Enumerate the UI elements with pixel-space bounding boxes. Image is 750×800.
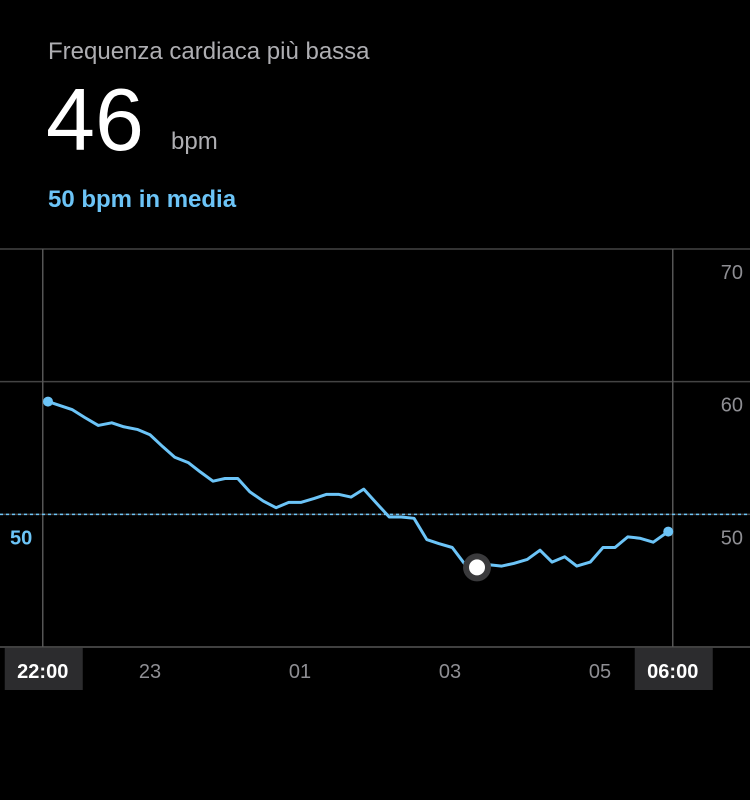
- x-tick-label: 06:00: [647, 661, 698, 683]
- min-point: [469, 559, 485, 576]
- x-tick-label: 23: [139, 661, 161, 683]
- tick-highlight: [4, 648, 83, 690]
- x-tick-label: 05: [589, 661, 611, 683]
- end-point: [663, 526, 674, 537]
- x-tick-label: 22:00: [17, 661, 68, 683]
- y-tick-label: 70: [721, 262, 743, 284]
- line: [47, 400, 670, 569]
- x-tick-label: 01: [289, 661, 311, 683]
- x-tick-label: 03: [439, 661, 461, 683]
- average-label: 50: [10, 527, 32, 549]
- end-point: [43, 396, 53, 407]
- unit: bpm: [171, 128, 218, 155]
- y-tick-label: 50: [721, 527, 743, 549]
- main-value: 46: [46, 70, 144, 169]
- average-text: 50 bpm in media: [48, 186, 237, 213]
- tick-highlight: [634, 648, 713, 690]
- title: Frequenza cardiaca più bassa: [48, 38, 370, 65]
- y-tick-label: 60: [721, 395, 743, 417]
